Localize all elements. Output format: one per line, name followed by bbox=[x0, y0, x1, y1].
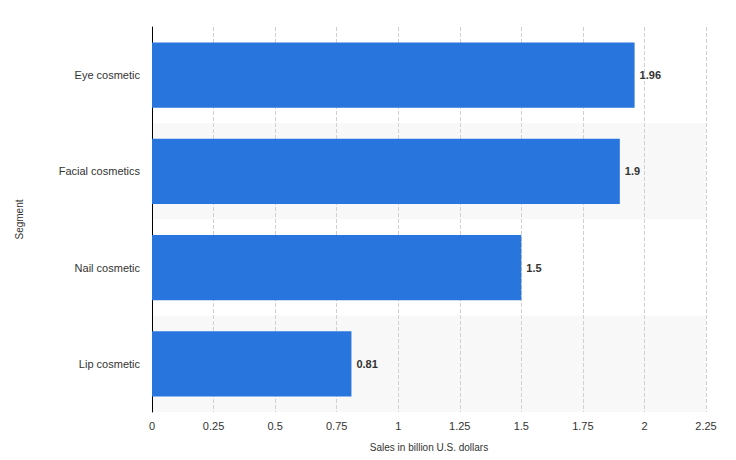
svg-text:0: 0 bbox=[149, 420, 155, 432]
svg-text:Eye cosmetic: Eye cosmetic bbox=[75, 69, 141, 81]
svg-text:1.5: 1.5 bbox=[514, 420, 529, 432]
svg-text:1.75: 1.75 bbox=[572, 420, 593, 432]
svg-text:Nail cosmetic: Nail cosmetic bbox=[75, 262, 141, 274]
svg-text:Segment: Segment bbox=[14, 199, 25, 239]
svg-text:2: 2 bbox=[641, 420, 647, 432]
svg-text:0.81: 0.81 bbox=[356, 358, 377, 370]
svg-text:0.5: 0.5 bbox=[267, 420, 282, 432]
svg-text:0.75: 0.75 bbox=[326, 420, 347, 432]
svg-text:1.25: 1.25 bbox=[449, 420, 470, 432]
svg-text:0.25: 0.25 bbox=[203, 420, 224, 432]
svg-text:1.5: 1.5 bbox=[526, 262, 541, 274]
svg-text:Facial cosmetics: Facial cosmetics bbox=[59, 165, 141, 177]
svg-text:Lip cosmetic: Lip cosmetic bbox=[79, 358, 141, 370]
svg-text:2.25: 2.25 bbox=[695, 420, 716, 432]
svg-text:1: 1 bbox=[395, 420, 401, 432]
svg-text:Sales in billion U.S. dollars: Sales in billion U.S. dollars bbox=[370, 442, 488, 453]
svg-text:1.96: 1.96 bbox=[640, 69, 661, 81]
svg-text:1.9: 1.9 bbox=[625, 165, 640, 177]
